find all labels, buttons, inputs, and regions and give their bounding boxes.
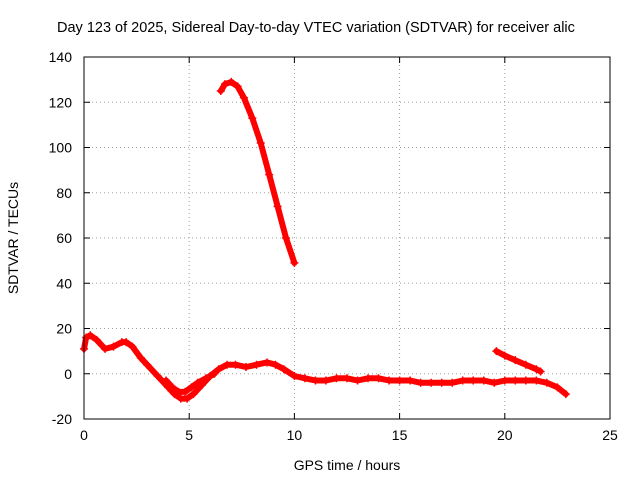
data-point [332,374,341,383]
axis-ticks: 0 5 10 15 20 25 -20 0 20 40 60 80 100 120 140 [49,49,618,443]
chart-title: Day 123 of 2025, Sidereal Day-to-day VTE… [57,20,575,36]
x-tick-label: 0 [80,427,88,443]
data-point [136,353,145,362]
data-point [311,376,320,385]
data-point [216,86,225,95]
x-tick-label: 15 [392,427,408,443]
data-point [374,374,383,383]
data-point [469,376,478,385]
data-point [437,378,446,387]
data-point [180,387,189,396]
data-point [532,365,541,374]
data-point [239,93,248,102]
data-point [500,376,509,385]
data-point [92,335,101,344]
y-tick-label: -20 [52,411,72,427]
data-series [80,77,570,403]
data-point [223,360,232,369]
data-point [427,378,436,387]
data-point [500,351,509,360]
data-point [536,367,545,376]
data-point [252,360,261,369]
data-point [406,376,415,385]
y-tick-label: 20 [56,321,72,337]
series-trace [81,332,569,402]
y-tick-label: 60 [56,230,72,246]
data-point [101,344,110,353]
y-tick-label: 80 [56,185,72,201]
data-point [143,360,152,369]
data-point [242,362,251,371]
data-point [290,372,299,381]
data-point [271,360,280,369]
data-point [256,138,265,147]
series-trace [217,78,298,266]
data-point [385,376,394,385]
y-tick-label: 120 [49,94,73,110]
data-point [492,347,501,356]
data-point [511,376,520,385]
data-point [290,258,299,267]
x-tick-label: 10 [287,427,303,443]
data-point [553,383,562,392]
data-point [521,376,530,385]
y-tick-label: 0 [64,366,72,382]
data-point [210,369,219,378]
data-point [479,376,488,385]
data-point [273,202,282,211]
data-point [321,376,330,385]
data-point [231,360,240,369]
data-point [248,114,257,123]
data-point [153,372,162,381]
grid [84,57,610,419]
data-point [220,80,229,89]
data-point [395,376,404,385]
data-point [458,376,467,385]
x-axis-label: GPS time / hours [294,457,401,473]
data-point [279,365,288,374]
data-point [162,376,171,385]
y-tick-label: 40 [56,275,72,291]
data-point [168,383,177,392]
data-point [511,356,520,365]
series-trace [493,348,544,375]
data-point [561,390,570,399]
y-axis-label: SDTVAR / TECUs [5,182,21,294]
data-point [542,378,551,387]
data-point [122,338,131,347]
data-point [448,378,457,387]
x-tick-label: 5 [185,427,193,443]
y-tick-label: 100 [49,140,73,156]
data-point [300,374,309,383]
data-point [187,383,196,392]
data-point [364,374,373,383]
data-point [343,374,351,383]
data-point [227,77,236,86]
data-point [193,378,202,387]
data-point [521,360,530,369]
data-point [109,342,118,351]
y-tick-label: 140 [49,49,73,65]
data-point [490,378,499,387]
data-point [353,376,362,385]
data-point [532,376,541,385]
data-point [263,358,272,367]
data-point [183,394,192,403]
data-point [214,365,223,374]
data-point [265,170,274,179]
data-point [128,342,137,351]
x-tick-label: 25 [602,427,618,443]
data-point [82,333,91,342]
data-point [189,390,198,399]
data-point [86,331,95,340]
data-point [281,234,290,242]
data-point [416,378,425,387]
data-point [233,82,242,91]
x-tick-label: 20 [497,427,513,443]
data-point [202,374,211,383]
